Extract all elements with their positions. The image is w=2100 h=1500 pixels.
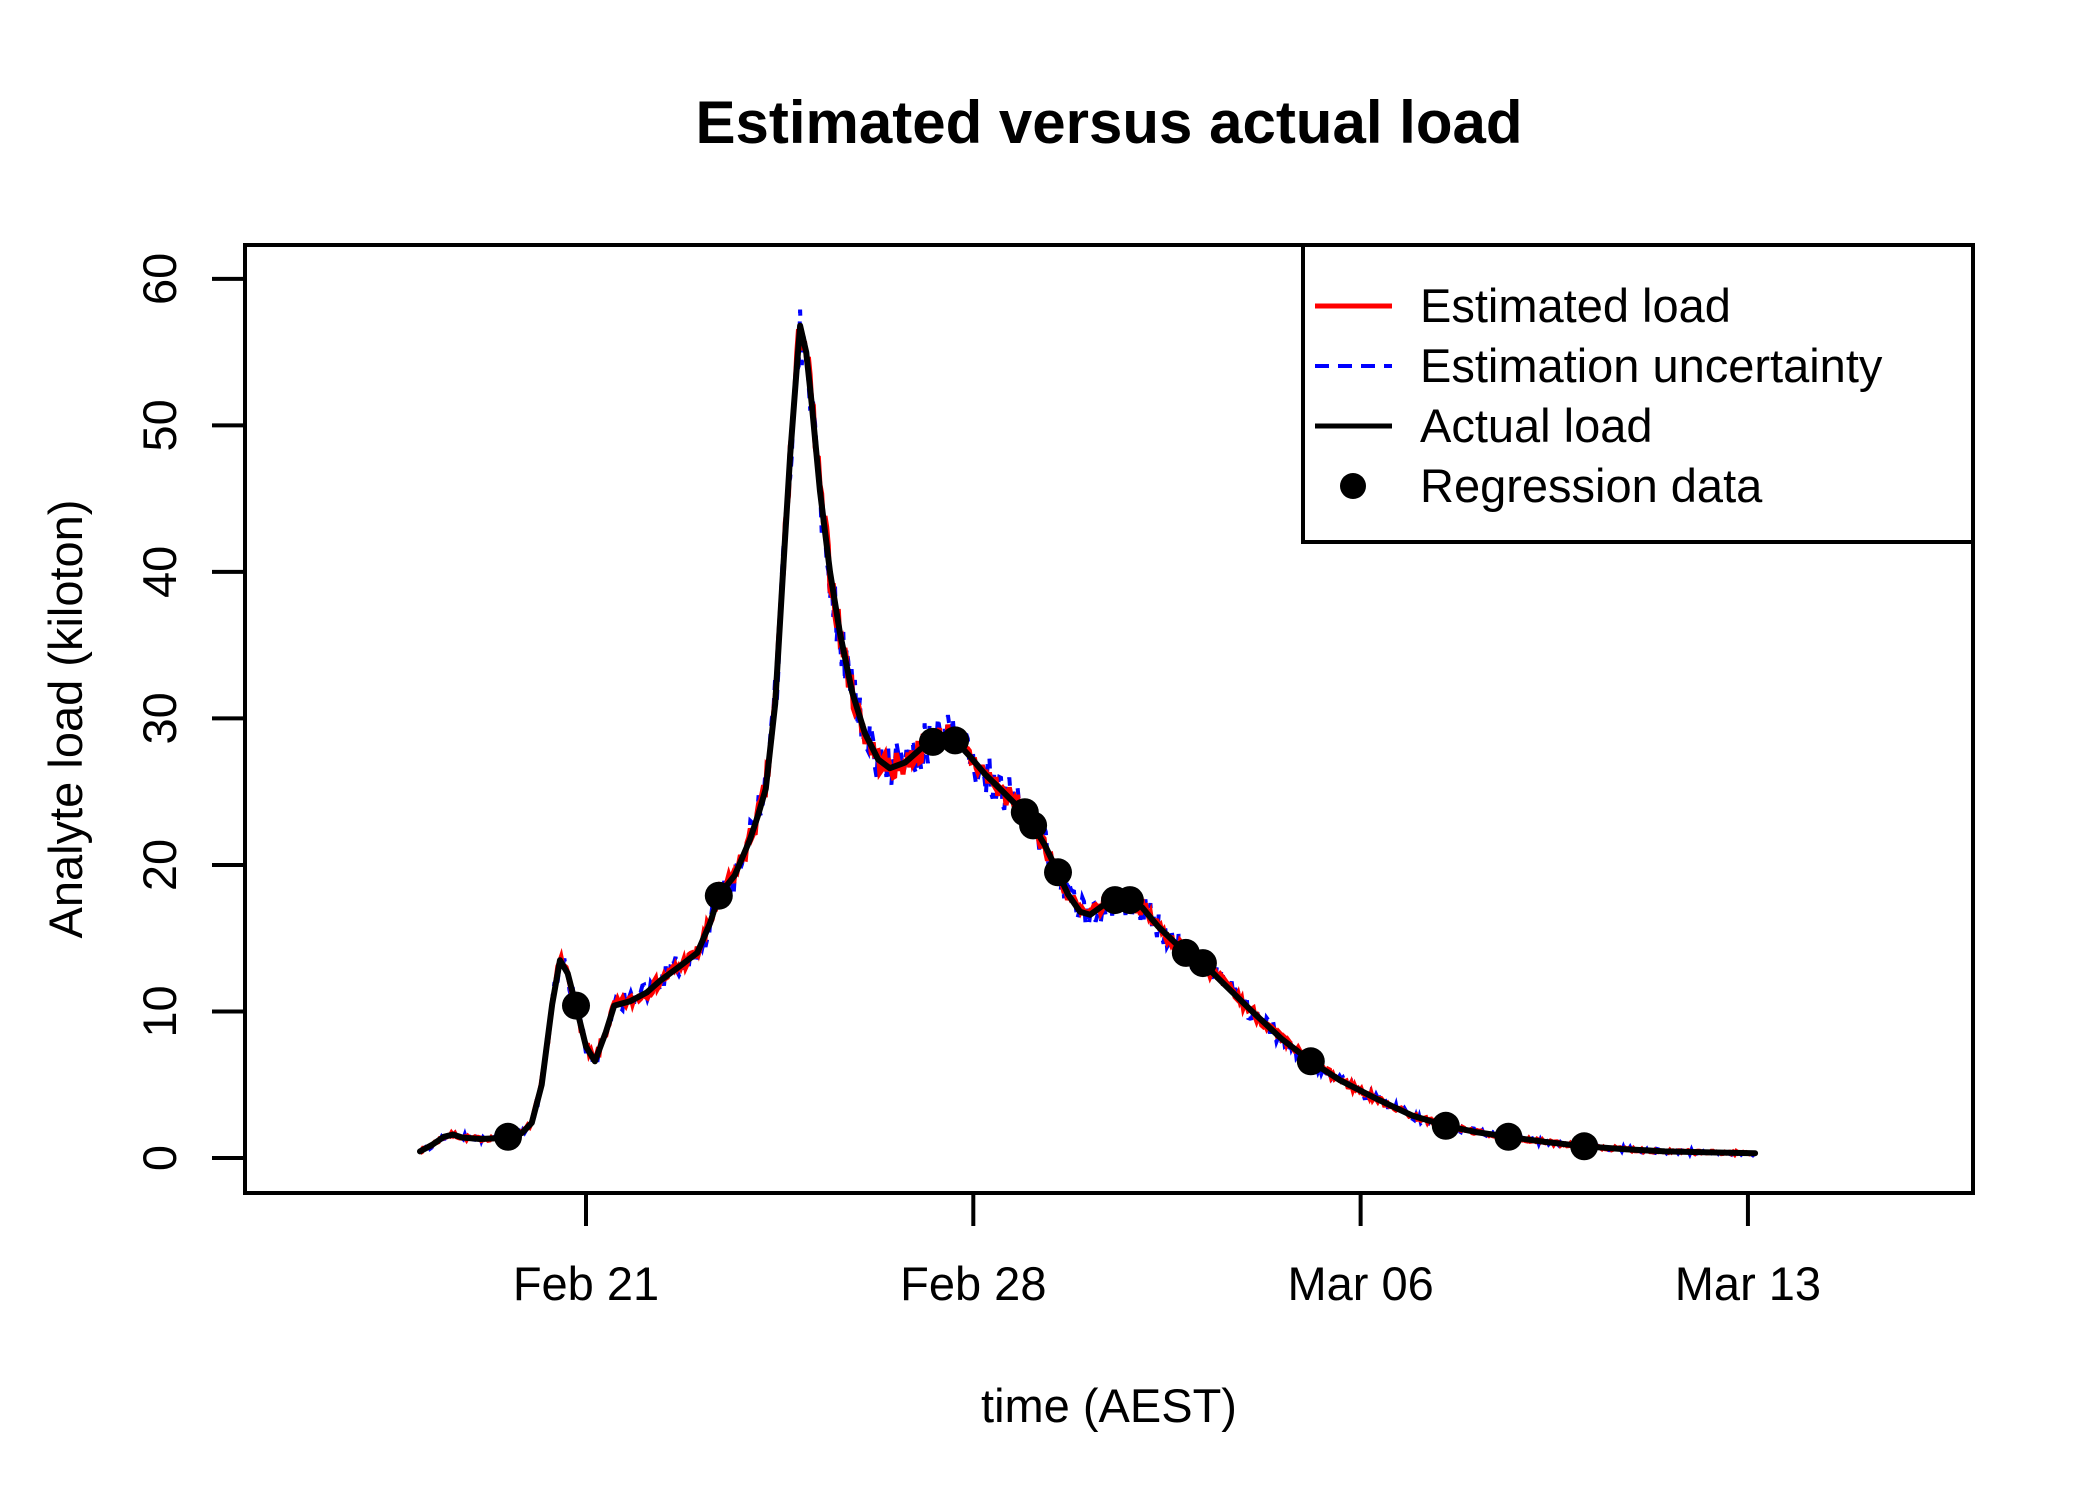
x-axis-label: time (AEST) — [981, 1379, 1237, 1432]
x-tick-label: Feb 28 — [900, 1257, 1046, 1310]
regression-data-points — [494, 726, 1599, 1161]
x-tick-label: Feb 21 — [513, 1257, 659, 1310]
regression-point — [1019, 811, 1048, 840]
regression-point — [562, 991, 590, 1020]
regression-point — [1494, 1122, 1523, 1151]
regression-point — [1188, 949, 1217, 978]
x-tick-label: Mar 13 — [1675, 1257, 1821, 1310]
legend-label-actual: Actual load — [1420, 399, 1653, 452]
x-axis-ticks: Feb 21 Feb 28 Mar 06 Mar 13 — [513, 1193, 1821, 1310]
y-tick-label: 50 — [133, 399, 186, 451]
regression-point — [1296, 1047, 1325, 1076]
y-axis-label: Analyte load (kiloton) — [39, 500, 92, 939]
legend-label-regression: Regression data — [1420, 459, 1763, 512]
y-tick-label: 40 — [133, 546, 186, 598]
y-tick-label: 20 — [133, 839, 186, 891]
regression-point — [941, 726, 970, 755]
y-axis-ticks: 0 10 20 30 40 50 60 — [133, 253, 245, 1171]
y-tick-label: 0 — [133, 1145, 186, 1171]
regression-point — [1570, 1132, 1599, 1161]
legend-label-estimated: Estimated load — [1420, 279, 1731, 332]
legend-label-uncertainty: Estimation uncertainty — [1420, 339, 1883, 392]
y-tick-label: 30 — [133, 692, 186, 744]
chart-title: Estimated versus actual load — [696, 89, 1523, 156]
y-tick-label: 10 — [133, 985, 186, 1037]
regression-point — [1431, 1111, 1460, 1140]
y-tick-label: 60 — [133, 253, 186, 305]
legend: Estimated load Estimation uncertainty Ac… — [1301, 243, 1975, 544]
regression-point — [704, 881, 733, 910]
regression-point — [918, 727, 947, 756]
regression-point — [1044, 858, 1072, 887]
regression-point — [1115, 886, 1144, 915]
legend-sample-regression-point — [1340, 473, 1366, 499]
legend-box — [1301, 243, 1975, 544]
regression-point — [494, 1122, 522, 1151]
x-tick-label: Mar 06 — [1287, 1257, 1433, 1310]
